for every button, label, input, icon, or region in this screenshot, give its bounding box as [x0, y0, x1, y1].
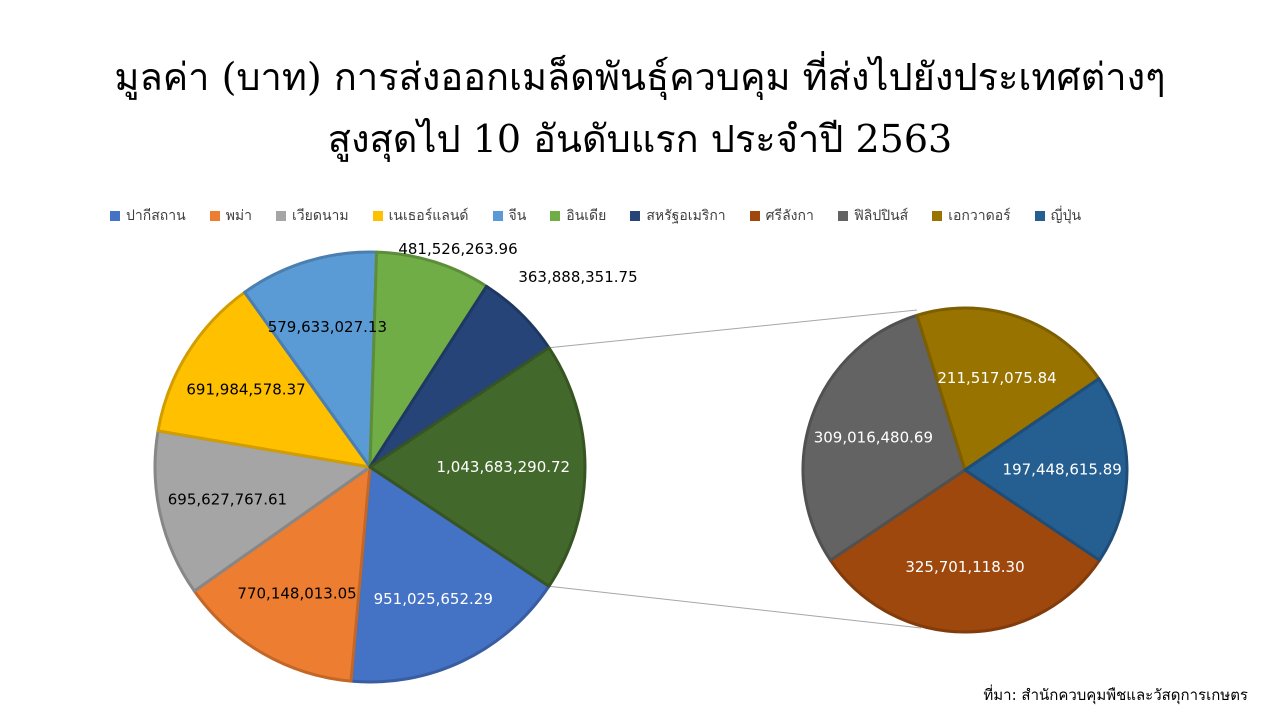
legend-swatch: [492, 211, 503, 221]
legend-label: อินเดีย: [566, 208, 607, 224]
legend-swatch: [932, 211, 943, 221]
data-label: 579,633,027.13: [268, 318, 387, 336]
data-label: 325,701,118.30: [905, 558, 1024, 576]
pie-slice: [153, 429, 372, 593]
pie-slice: [801, 313, 967, 562]
pie-slice: [349, 465, 551, 684]
legend-label: เวียดนาม: [292, 208, 349, 224]
legend-item: เอกวาดอร์: [932, 205, 1011, 227]
legend-label: ศรีลังกา: [765, 208, 814, 224]
data-label: 211,517,075.84: [937, 369, 1056, 387]
pie-slice: [156, 290, 372, 469]
legend-swatch: [1034, 211, 1045, 221]
connector-line-top: [548, 309, 918, 349]
pie-slice: [915, 306, 1101, 472]
legend-label: ฟิลิปปินส์: [853, 208, 909, 224]
legend-swatch: [749, 211, 760, 221]
chart-title-line-1: มูลค่า (บาท) การส่งออกเมล็ดพันธุ์ควบคุม …: [114, 55, 1166, 99]
data-label: 197,448,615.89: [1003, 461, 1122, 479]
connector-line-bottom: [548, 585, 922, 629]
legend-label: จีน: [508, 208, 527, 224]
legend-label: เนเธอร์แลนด์: [388, 208, 469, 224]
legend-swatch: [630, 211, 641, 221]
legend-item: ญี่ปุ่น: [1034, 205, 1082, 227]
data-label: 691,984,578.37: [186, 381, 305, 399]
legend-label: พม่า: [225, 208, 253, 224]
data-label: 951,025,652.29: [374, 590, 493, 608]
legend-swatch: [837, 211, 848, 221]
data-label: 481,526,263.96: [398, 240, 517, 258]
chart-title-line-2: สูงสุดไป 10 อันดับแรก ประจำปี 2563: [327, 117, 953, 161]
legend-swatch: [372, 211, 383, 221]
chart-legend: ปากีสถาน พม่า เวียดนาม เนเธอร์แลนด์ จีน อินเด…: [110, 205, 1210, 227]
legend-item: เนเธอร์แลนด์: [372, 205, 469, 227]
legend-item: ปากีสถาน: [110, 205, 186, 227]
main-pie: [153, 250, 587, 684]
legend-item: อินเดีย: [550, 205, 606, 227]
legend-item: สหรัฐอเมริกา: [630, 205, 726, 227]
data-label: 309,016,480.69: [814, 429, 933, 447]
pie-slice: [963, 377, 1129, 562]
pie-slice-other: [368, 346, 587, 588]
legend-label: สหรัฐอเมริกา: [646, 208, 726, 224]
legend-item: ศรีลังกา: [749, 205, 814, 227]
legend-swatch: [209, 211, 220, 221]
pie-slice: [368, 250, 489, 469]
pie-slice: [192, 465, 372, 683]
data-label: 1,043,683,290.72: [437, 458, 571, 476]
legend-swatch: [110, 211, 120, 221]
legend-label: ปากีสถาน: [126, 208, 186, 224]
legend-item: จีน: [492, 205, 527, 227]
legend-label: เอกวาดอร์: [948, 208, 1011, 224]
legend-item: เวียดนาม: [276, 205, 349, 227]
pie-slice: [828, 468, 1102, 634]
data-label: 770,148,013.05: [237, 585, 356, 603]
source-note: ที่มา: สำนักควบคุมพืชและวัสดุการเกษตร: [983, 686, 1248, 704]
legend-swatch: [276, 211, 287, 221]
data-label: 363,888,351.75: [518, 268, 637, 286]
legend-swatch: [550, 211, 561, 221]
legend-item: พม่า: [209, 205, 253, 227]
pie-slice: [243, 250, 379, 469]
data-label: 695,627,767.61: [168, 490, 287, 508]
legend-label: ญี่ปุ่น: [1050, 208, 1082, 224]
secondary-pie: [801, 306, 1129, 634]
legend-item: ฟิลิปปินส์: [837, 205, 909, 227]
